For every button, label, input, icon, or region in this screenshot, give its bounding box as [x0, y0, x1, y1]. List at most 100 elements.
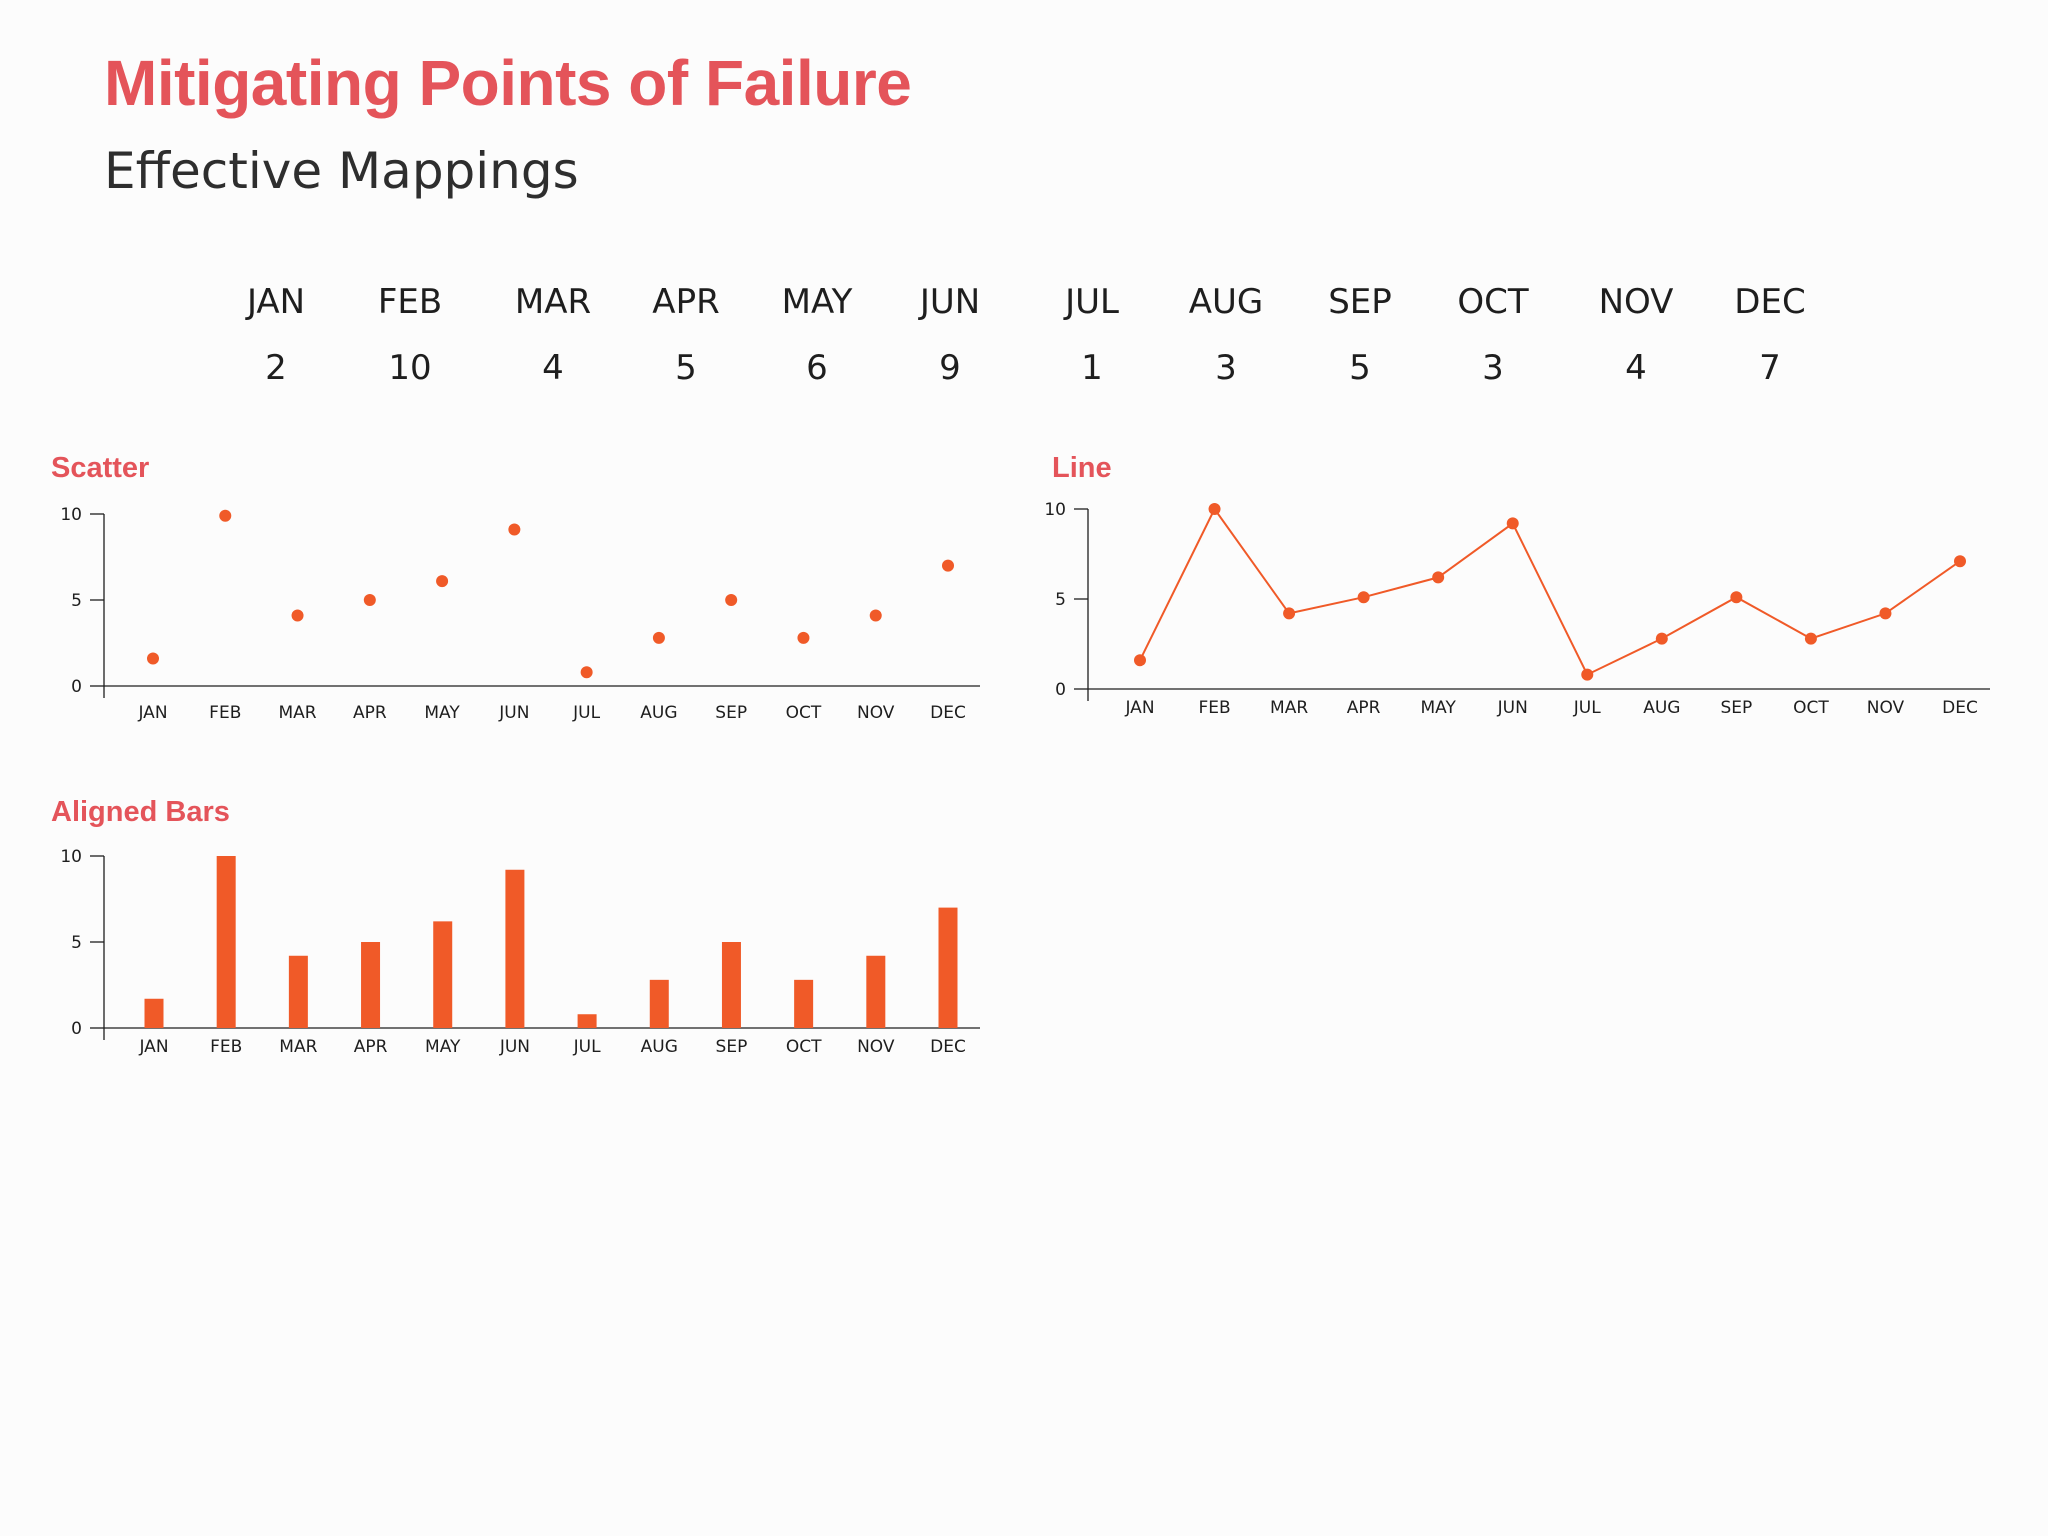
- bar: [866, 955, 886, 1028]
- bar: [433, 921, 453, 1028]
- x-tick-label: MAR: [1270, 698, 1308, 718]
- table-month-label: APR: [652, 282, 720, 322]
- page-subtitle: Effective Mappings: [104, 142, 579, 200]
- table-value: 6: [806, 348, 828, 388]
- table-month-label: MAR: [514, 282, 592, 322]
- table-month-label: FEB: [377, 282, 443, 322]
- table-value: 2: [265, 348, 287, 388]
- data-point: [1357, 591, 1370, 604]
- scatter-chart-title: Scatter: [51, 452, 150, 484]
- bar-chart: 0 5 10 JAN FEB MAR APR MAY JUN JUL AUG SEP OCT NOV DEC: [60, 847, 980, 1057]
- y-tick-label: 10: [1044, 500, 1066, 520]
- bar: [288, 955, 308, 1028]
- data-point: [1134, 654, 1146, 667]
- x-tick-label: FEB: [1198, 698, 1230, 718]
- data-point: [1804, 632, 1817, 645]
- x-tick-label: SEP: [716, 1037, 748, 1057]
- table-month-label: DEC: [1734, 282, 1806, 322]
- data-point: [652, 631, 665, 644]
- table-value: 7: [1759, 348, 1781, 388]
- x-tick-label: JAN: [138, 1037, 168, 1057]
- scatter-chart: 0 5 10 JAN FEB MAR APR MAY JUN JUL AUG SEP OCT NOV DEC: [60, 505, 980, 723]
- y-tick-label: 0: [1055, 680, 1066, 700]
- x-tick-label: MAR: [278, 703, 316, 723]
- data-point: [942, 559, 954, 572]
- y-tick-label: 10: [60, 847, 82, 867]
- data-point: [363, 594, 376, 606]
- table-value: 5: [1349, 348, 1371, 388]
- data-point: [1283, 607, 1296, 620]
- data-point: [1432, 571, 1445, 584]
- data-point: [725, 594, 738, 606]
- y-tick-label: 10: [60, 505, 82, 525]
- x-tick-label: SEP: [715, 703, 747, 723]
- table-value: 4: [1625, 348, 1647, 388]
- data-point: [291, 609, 304, 622]
- data-point: [1506, 517, 1519, 530]
- x-tick-label: OCT: [786, 1037, 822, 1057]
- y-tick-label: 5: [71, 591, 82, 611]
- x-tick-label: APR: [353, 703, 387, 723]
- x-tick-label: APR: [1347, 698, 1381, 718]
- bar: [649, 979, 669, 1028]
- x-tick-label: MAY: [424, 703, 460, 723]
- y-tick-label: 5: [1055, 590, 1066, 610]
- table-month-label: SEP: [1328, 282, 1392, 322]
- y-tick-label: 5: [71, 933, 82, 953]
- data-point: [147, 652, 159, 665]
- x-tick-label: JAN: [137, 703, 167, 723]
- data-point: [436, 575, 449, 588]
- x-tick-label: JUN: [498, 703, 529, 723]
- line-chart-title: Line: [1052, 452, 1112, 484]
- data-point: [219, 509, 232, 522]
- bar: [505, 869, 525, 1028]
- x-tick-label: JUL: [1573, 698, 1601, 718]
- bar: [577, 1014, 597, 1028]
- table-value: 3: [1215, 348, 1237, 388]
- x-tick-label: FEB: [210, 1037, 242, 1057]
- table-month-label: JAN: [246, 282, 306, 322]
- data-point: [1954, 555, 1966, 568]
- x-tick-label: AUG: [1643, 698, 1680, 718]
- x-tick-label: MAR: [279, 1037, 317, 1057]
- x-tick-label: MAY: [425, 1037, 461, 1057]
- x-tick-label: AUG: [640, 703, 677, 723]
- monthly-values-table: JAN 2 FEB 10 MAR 4 APR 5 MAY 6 JUN 9 JUL 1 AUG 3 SEP 5 OCT…: [0, 270, 2048, 400]
- line-chart: 0 5 10 JAN FEB MAR APR MAY JUN JUL AUG SEP OCT NOV DEC: [1044, 500, 1990, 718]
- data-point: [580, 666, 593, 679]
- y-tick-label: 0: [71, 677, 82, 697]
- table-value: 3: [1482, 348, 1504, 388]
- x-tick-label: NOV: [857, 1037, 895, 1057]
- data-point: [869, 609, 882, 622]
- table-month-label: OCT: [1457, 282, 1529, 322]
- x-tick-label: OCT: [1793, 698, 1829, 718]
- table-value: 1: [1081, 348, 1103, 388]
- bar: [721, 942, 741, 1028]
- table-month-label: JUL: [1065, 282, 1119, 322]
- bar: [794, 979, 814, 1028]
- x-tick-label: MAY: [1420, 698, 1456, 718]
- x-tick-label: SEP: [1720, 698, 1752, 718]
- x-tick-label: JUN: [499, 1037, 530, 1057]
- bar: [938, 907, 958, 1028]
- x-tick-label: JUL: [572, 703, 600, 723]
- x-tick-label: APR: [354, 1037, 388, 1057]
- table-value: 10: [388, 348, 432, 388]
- table-value: 4: [542, 348, 564, 388]
- data-point: [1208, 503, 1221, 515]
- table-month-label: MAY: [781, 282, 853, 322]
- data-point: [1655, 632, 1668, 645]
- bar: [144, 998, 164, 1028]
- data-point: [1730, 591, 1743, 604]
- x-tick-label: OCT: [786, 703, 822, 723]
- series-line: [1139, 507, 1961, 676]
- table-value: 5: [675, 348, 697, 388]
- x-tick-label: NOV: [857, 703, 895, 723]
- x-tick-label: NOV: [1867, 698, 1905, 718]
- bar: [361, 942, 381, 1028]
- x-tick-label: DEC: [1942, 698, 1978, 718]
- data-point: [1581, 668, 1594, 681]
- table-month-label: JUN: [919, 282, 981, 322]
- x-tick-label: JAN: [1124, 698, 1154, 718]
